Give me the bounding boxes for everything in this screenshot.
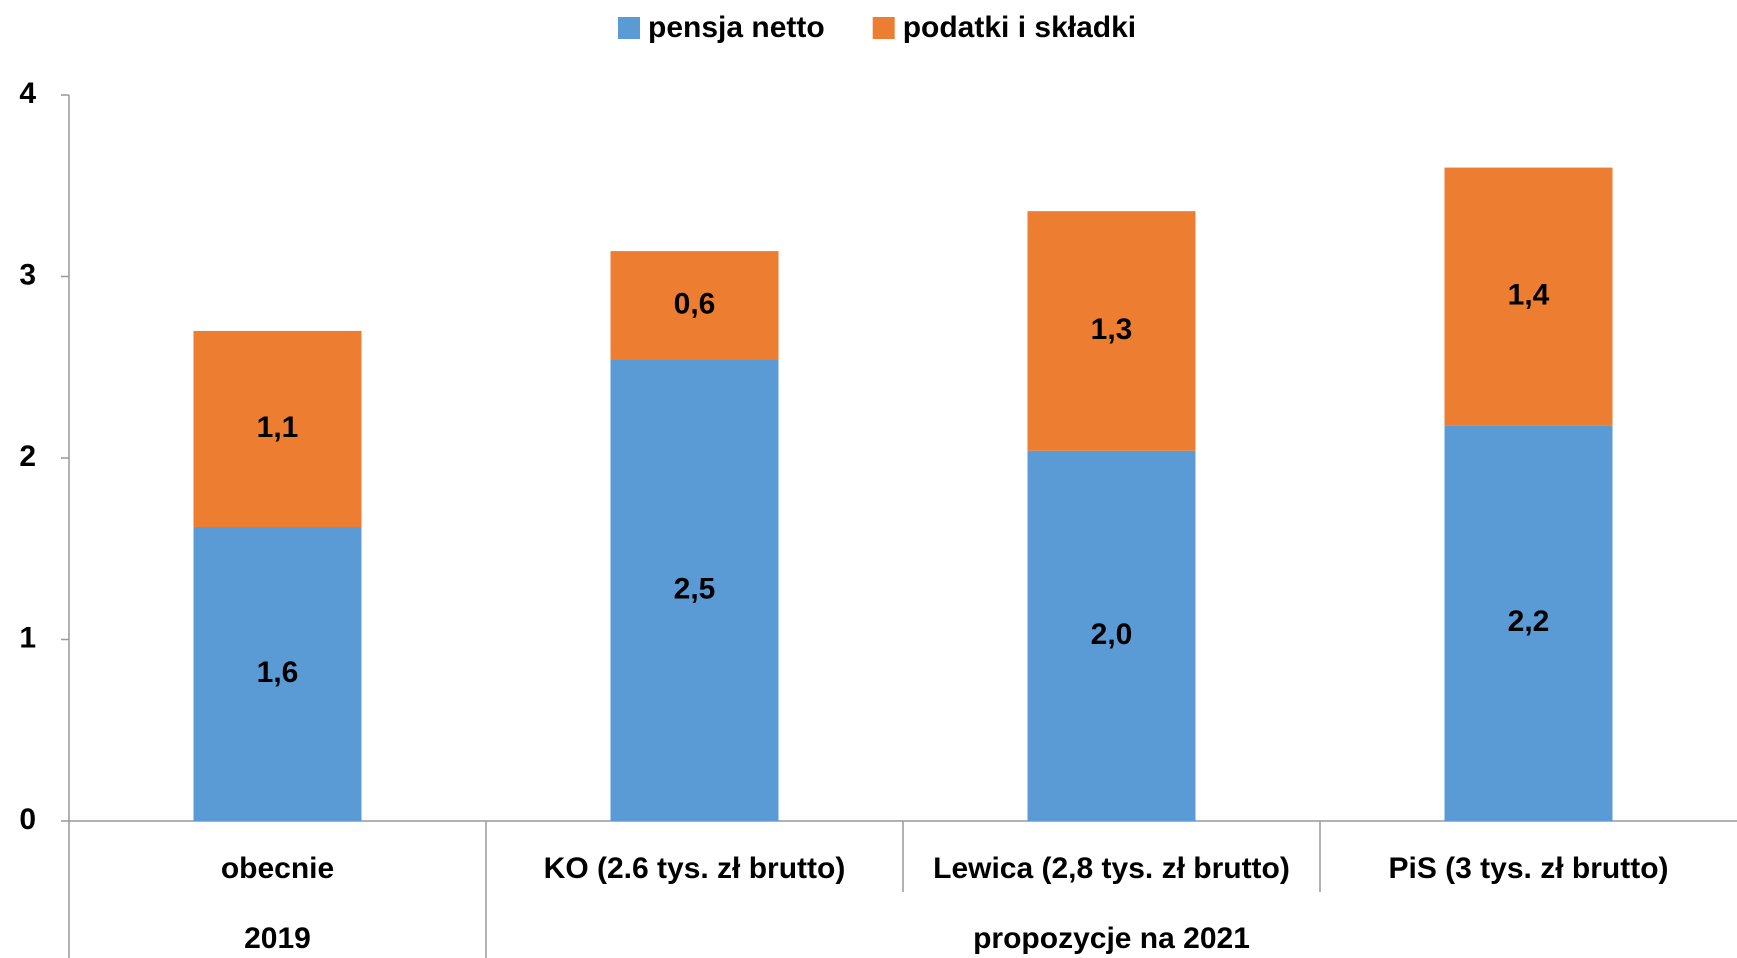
group-label: propozycje na 2021 (973, 922, 1250, 955)
data-label: 0,6 (674, 287, 716, 320)
bar-segment (193, 330, 362, 527)
data-label: 2,2 (1508, 605, 1550, 638)
x-tick-label: KO (2.6 tys. zł brutto) (544, 852, 846, 885)
legend-swatch (872, 17, 895, 39)
bar-segment (610, 359, 779, 821)
data-label: 1,1 (257, 411, 299, 444)
y-tick-label: 0 (19, 803, 36, 836)
data-label: 2,5 (674, 572, 716, 605)
data-label: 2,0 (1091, 618, 1133, 651)
legend-label: pensja netto (648, 11, 825, 44)
legend-label: podatki i składki (903, 11, 1136, 44)
x-tick-label: PiS (3 tys. zł brutto) (1388, 852, 1668, 885)
y-tick-label: 1 (19, 621, 36, 654)
data-label: 1,6 (257, 656, 299, 689)
bar-segment (193, 526, 362, 821)
group-label: 2019 (244, 922, 311, 955)
bar-segment (1027, 211, 1196, 451)
x-tick-label: obecnie (221, 852, 334, 885)
data-label: 1,3 (1091, 313, 1133, 346)
bar-segment (1027, 450, 1196, 821)
y-tick-label: 3 (19, 258, 36, 291)
bar-segment (1444, 167, 1613, 426)
bar-segment (1444, 425, 1613, 821)
data-label: 1,4 (1508, 278, 1550, 311)
y-tick-label: 4 (19, 77, 36, 110)
x-tick-label: Lewica (2,8 tys. zł brutto) (933, 852, 1290, 885)
bar-segment (610, 251, 779, 360)
y-tick-label: 2 (19, 440, 36, 473)
legend-swatch (618, 17, 640, 39)
